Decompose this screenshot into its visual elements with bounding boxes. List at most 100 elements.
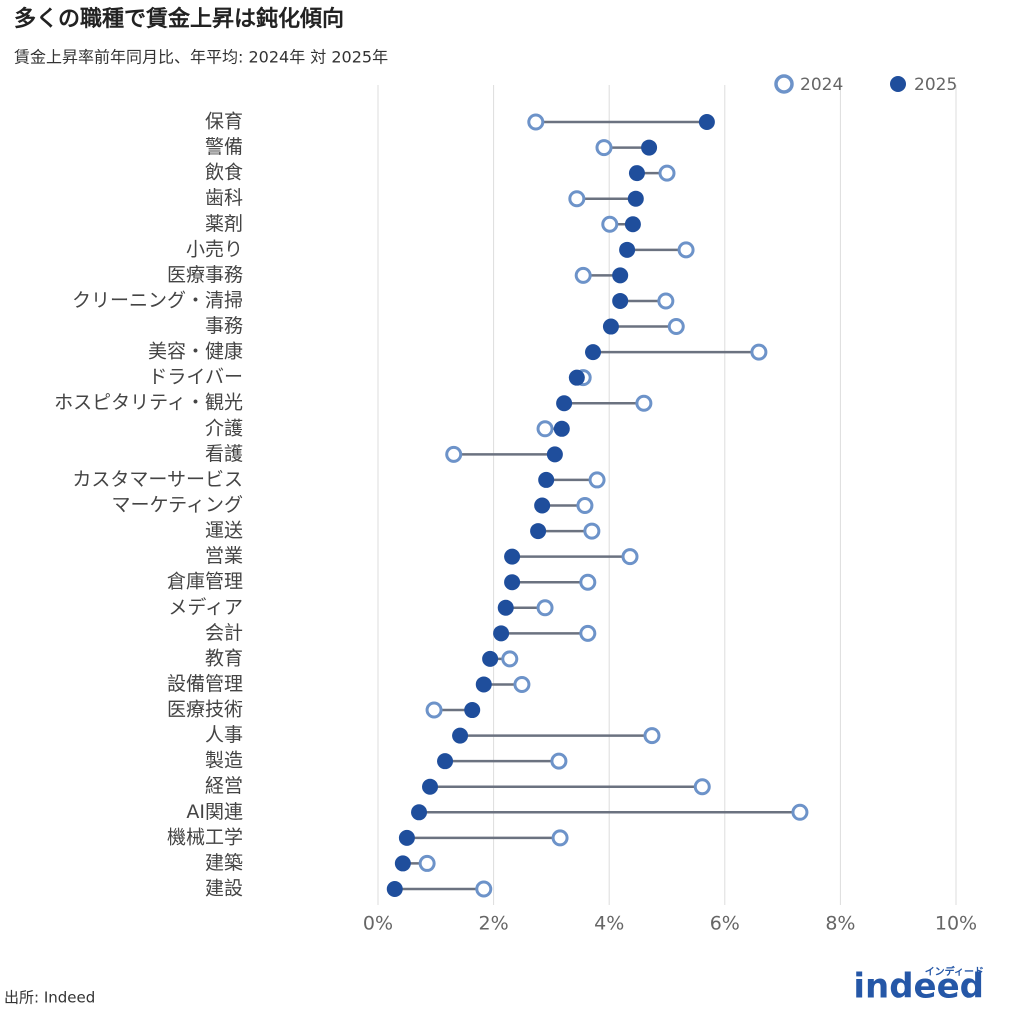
dot-2024: [576, 497, 594, 514]
dot-2024: [658, 164, 676, 182]
category-label: ホスピタリティ・観光: [54, 392, 243, 414]
category-label: 警備: [205, 136, 243, 158]
category-label: 介護: [205, 417, 243, 439]
category-label: 飲食: [205, 162, 243, 184]
category-label: AI関連: [186, 801, 243, 823]
dot-2025: [422, 778, 439, 795]
dot-2025: [612, 267, 629, 284]
dot-2024: [513, 675, 531, 693]
dot-2024: [791, 803, 809, 821]
dot-2024: [579, 624, 597, 642]
logo-sub: インディード: [925, 965, 984, 978]
category-label: 看護: [205, 443, 243, 465]
category-label: 保育: [205, 111, 243, 133]
dot-2024: [677, 241, 695, 259]
dot-2025: [553, 420, 570, 437]
dot-2024: [657, 292, 675, 310]
legend-marker: [890, 76, 906, 92]
category-label: 歯科: [205, 187, 243, 209]
category-label: クリーニング・清掃: [72, 289, 243, 311]
dot-2025: [504, 574, 521, 591]
dot-2025: [641, 139, 658, 156]
legend-marker: [774, 74, 794, 94]
category-label: マーケティング: [112, 494, 243, 516]
dot-2025: [386, 881, 403, 897]
dot-2025: [493, 625, 510, 642]
dot-2025: [628, 165, 645, 182]
dot-2024: [643, 727, 661, 745]
dot-2024: [551, 829, 569, 847]
category-label: 営業: [205, 545, 243, 567]
category-label: 倉庫管理: [167, 571, 243, 593]
dot-2025: [585, 344, 602, 361]
dot-2025: [475, 676, 492, 693]
x-tick-label: 10%: [935, 913, 977, 935]
dot-2024: [588, 471, 606, 489]
dot-2025: [602, 318, 619, 335]
category-label: ドライバー: [148, 366, 243, 388]
dot-2024: [425, 701, 443, 719]
category-label: 機械工学: [167, 826, 243, 848]
dot-2024: [536, 420, 554, 438]
dot-2025: [568, 369, 585, 386]
dot-2025: [546, 446, 563, 463]
category-label: 医療技術: [167, 699, 243, 721]
dot-2024: [621, 548, 639, 566]
x-tick-label: 4%: [594, 913, 624, 935]
category-label: 建築: [205, 852, 243, 874]
dot-2025: [530, 523, 547, 540]
dot-2025: [612, 292, 629, 309]
dot-2025: [504, 548, 521, 565]
category-label: 美容・健康: [148, 341, 243, 363]
category-label: 事務: [205, 315, 243, 337]
x-tick-label: 0%: [363, 913, 393, 935]
dot-2024: [595, 139, 613, 157]
legend-label: 2025: [914, 75, 957, 95]
dot-2024: [667, 318, 685, 336]
dot-2024: [574, 266, 592, 284]
legend-label: 2024: [800, 75, 843, 95]
dot-2024: [550, 752, 568, 770]
category-label: 建設: [205, 878, 243, 900]
category-label: 運送: [205, 520, 243, 542]
category-label: メディア: [168, 596, 243, 618]
dot-2025: [394, 855, 411, 872]
dot-2024: [579, 573, 597, 591]
dot-2024: [536, 599, 554, 617]
dot-2025: [534, 497, 551, 514]
category-label: 医療事務: [167, 264, 243, 286]
dot-2024: [475, 880, 493, 898]
category-label: カスタマーサービス: [72, 468, 243, 490]
dot-2025: [452, 727, 469, 744]
category-label: 教育: [205, 647, 243, 669]
dot-2024: [501, 650, 519, 668]
dot-2024: [583, 522, 601, 540]
dot-2025: [619, 241, 636, 258]
dot-2025: [627, 190, 644, 207]
dot-2024: [418, 854, 436, 872]
dot-2025: [398, 829, 415, 846]
dot-2025: [464, 702, 481, 719]
dot-2025: [437, 753, 454, 770]
dot-2024: [693, 778, 711, 796]
dot-2025: [411, 804, 428, 821]
chart-subtitle: 賃金上昇率前年同月比、年平均: 2024年 対 2025年: [14, 48, 388, 67]
category-label: 経営: [205, 775, 243, 797]
dot-2024: [635, 394, 653, 412]
x-tick-label: 2%: [479, 913, 509, 935]
dot-2025: [624, 216, 641, 233]
chart-title: 多くの職種で賃金上昇は鈍化傾向: [14, 6, 344, 32]
source: 出所: Indeed: [4, 989, 95, 1007]
dot-2024: [445, 445, 463, 463]
logo: indeed: [853, 967, 984, 1007]
dot-2025: [556, 395, 573, 412]
dot-2024: [568, 190, 586, 208]
x-tick-label: 8%: [825, 913, 855, 935]
category-label: 薬剤: [205, 213, 243, 235]
dot-2024: [601, 215, 619, 233]
dot-2024: [750, 343, 768, 361]
dot-2025: [482, 650, 499, 667]
dot-2025: [497, 599, 514, 616]
x-tick-label: 6%: [710, 913, 740, 935]
